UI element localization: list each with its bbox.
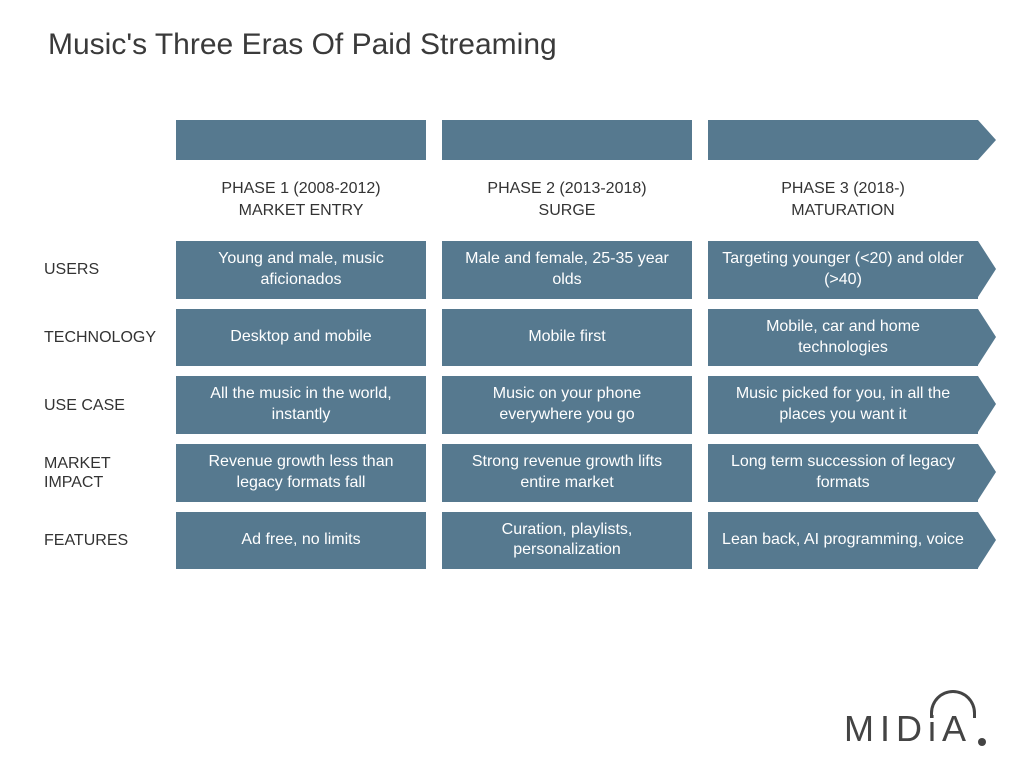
- phase-topbar-3: [708, 120, 978, 160]
- phase-header-3: PHASE 3 (2018-) MATURATION: [708, 170, 978, 231]
- grid-spacer: [40, 120, 160, 160]
- cell-usecase-phase1: All the music in the world, instantly: [176, 376, 426, 434]
- phase-topbar-1: [176, 120, 426, 160]
- eras-grid: PHASE 1 (2008-2012) MARKET ENTRY PHASE 2…: [40, 120, 990, 569]
- phase-header-line2: SURGE: [448, 200, 686, 222]
- grid-spacer: [40, 170, 160, 231]
- logo-letter: A: [942, 708, 972, 749]
- row-label-usecase: USE CASE: [40, 376, 160, 434]
- phase-header-line2: MARKET ENTRY: [182, 200, 420, 222]
- phase-topbar-2: [442, 120, 692, 160]
- row-label-users: USERS: [40, 241, 160, 299]
- midia-logo: MIDiA: [844, 708, 986, 750]
- logo-letter: M: [844, 708, 880, 749]
- logo-letter: I: [880, 708, 896, 749]
- cell-market-impact-phase1: Revenue growth less than legacy formats …: [176, 444, 426, 502]
- cell-usecase-phase3: Music picked for you, in all the places …: [708, 376, 978, 434]
- logo-letter: i: [928, 708, 942, 749]
- cell-users-phase1: Young and male, music aficionados: [176, 241, 426, 299]
- row-label-technology: TECHNOLOGY: [40, 309, 160, 367]
- cell-market-impact-phase2: Strong revenue growth lifts entire marke…: [442, 444, 692, 502]
- logo-dot-icon: [978, 738, 986, 746]
- cell-features-phase2: Curation, playlists, personalization: [442, 512, 692, 570]
- row-label-market-impact: MARKET IMPACT: [40, 444, 160, 502]
- cell-features-phase1: Ad free, no limits: [176, 512, 426, 570]
- phase-header-1: PHASE 1 (2008-2012) MARKET ENTRY: [176, 170, 426, 231]
- phase-header-line1: PHASE 2 (2013-2018): [448, 178, 686, 200]
- logo-letter: D: [896, 708, 928, 749]
- page-title: Music's Three Eras Of Paid Streaming: [48, 28, 557, 62]
- cell-technology-phase2: Mobile first: [442, 309, 692, 367]
- row-label-features: FEATURES: [40, 512, 160, 570]
- phase-header-line1: PHASE 1 (2008-2012): [182, 178, 420, 200]
- cell-technology-phase3: Mobile, car and home technologies: [708, 309, 978, 367]
- cell-market-impact-phase3: Long term succession of legacy formats: [708, 444, 978, 502]
- cell-users-phase2: Male and female, 25-35 year olds: [442, 241, 692, 299]
- logo-text: MIDiA: [844, 708, 972, 750]
- phase-header-2: PHASE 2 (2013-2018) SURGE: [442, 170, 692, 231]
- phase-header-line2: MATURATION: [714, 200, 972, 222]
- cell-usecase-phase2: Music on your phone everywhere you go: [442, 376, 692, 434]
- cell-features-phase3: Lean back, AI programming, voice: [708, 512, 978, 570]
- phase-header-line1: PHASE 3 (2018-): [714, 178, 972, 200]
- cell-users-phase3: Targeting younger (<20) and older (>40): [708, 241, 978, 299]
- cell-technology-phase1: Desktop and mobile: [176, 309, 426, 367]
